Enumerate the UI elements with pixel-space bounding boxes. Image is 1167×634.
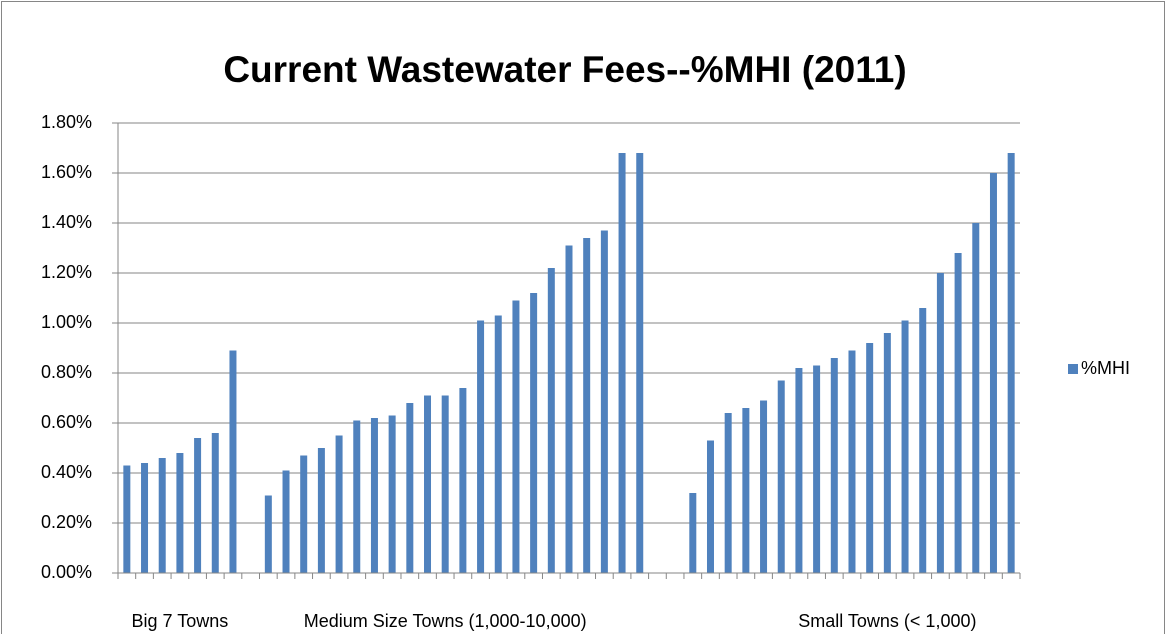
bar: [406, 403, 414, 573]
y-tick-label: 0.40%: [41, 462, 92, 482]
bar: [335, 435, 343, 573]
bar: [158, 458, 166, 573]
x-tick-label: Big 7 Towns: [132, 611, 229, 631]
bar: [919, 308, 927, 573]
bar: [936, 273, 944, 573]
bar: [353, 420, 361, 573]
y-tick-label: 0.80%: [41, 362, 92, 382]
legend-swatch: [1068, 364, 1078, 374]
bar: [141, 463, 149, 573]
x-tick-label: Medium Size Towns (1,000-10,000): [304, 611, 587, 631]
bar: [123, 465, 131, 573]
y-tick-label: 1.00%: [41, 312, 92, 332]
bar: [512, 300, 520, 573]
bar: [565, 245, 573, 573]
bar: [866, 343, 874, 573]
y-tick-label: 1.60%: [41, 162, 92, 182]
y-tick-label: 0.60%: [41, 412, 92, 432]
bar: [972, 223, 980, 573]
y-tick-label: 1.40%: [41, 212, 92, 232]
bar: [989, 173, 997, 573]
chart-title: Current Wastewater Fees--%MHI (2011): [223, 49, 906, 90]
bar: [883, 333, 891, 573]
bar: [760, 400, 768, 573]
bar: [211, 433, 219, 573]
x-tick-label: Small Towns (< 1,000): [798, 611, 976, 631]
bar: [706, 440, 714, 573]
bar: [264, 495, 272, 573]
y-tick-label: 0.20%: [41, 512, 92, 532]
bar: [459, 388, 467, 573]
bar: [300, 455, 308, 573]
bar: [848, 350, 856, 573]
bar: [689, 493, 697, 573]
bar: [388, 415, 396, 573]
bar: [370, 418, 378, 573]
bar: [547, 268, 555, 573]
bar: [317, 448, 325, 573]
bar: [530, 293, 538, 573]
bar: [229, 350, 237, 573]
bar: [494, 315, 502, 573]
bar: [600, 230, 608, 573]
bar: [724, 413, 732, 573]
bar: [1007, 153, 1015, 573]
bar: [583, 238, 591, 573]
legend-label: %MHI: [1081, 358, 1130, 378]
bar: [477, 320, 485, 573]
bar: [742, 408, 750, 573]
bar: [777, 380, 785, 573]
bar: [830, 358, 838, 573]
bar: [636, 153, 644, 573]
bar: [441, 395, 449, 573]
bar: [954, 253, 962, 573]
bar: [194, 438, 202, 573]
bar: [618, 153, 626, 573]
bar: [282, 470, 290, 573]
bar: [176, 453, 184, 573]
bar: [901, 320, 909, 573]
bar: [795, 368, 803, 573]
y-tick-label: 0.00%: [41, 562, 92, 582]
bar: [424, 395, 432, 573]
y-tick-label: 1.20%: [41, 262, 92, 282]
y-tick-label: 1.80%: [41, 112, 92, 132]
bar: [813, 365, 821, 573]
